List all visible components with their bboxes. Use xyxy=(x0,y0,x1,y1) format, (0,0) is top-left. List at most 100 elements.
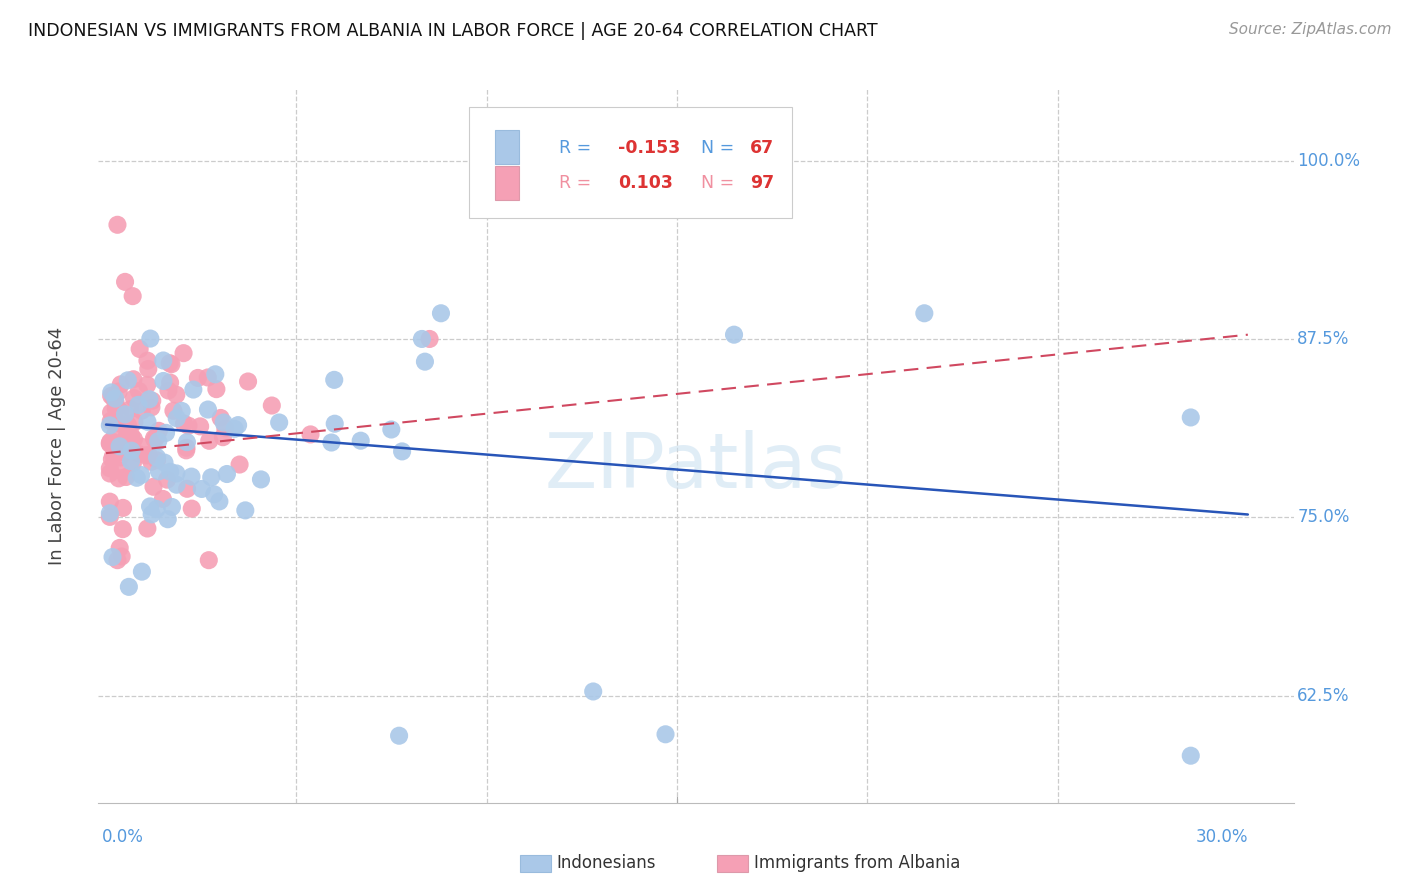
Point xyxy=(120,428,142,442)
Point xyxy=(122,391,145,405)
Text: 87.5%: 87.5% xyxy=(1298,330,1350,348)
Point xyxy=(108,439,131,453)
Point xyxy=(148,424,170,438)
Text: 62.5%: 62.5% xyxy=(1298,687,1350,705)
Point xyxy=(166,477,188,491)
Point xyxy=(321,435,343,450)
Point xyxy=(115,427,138,442)
Point xyxy=(111,549,134,564)
Point xyxy=(136,415,159,429)
Point xyxy=(145,502,167,516)
Point xyxy=(104,427,127,442)
Point xyxy=(350,434,373,448)
Point xyxy=(170,404,193,418)
Point xyxy=(111,522,134,536)
Point xyxy=(98,436,121,450)
Point xyxy=(101,549,124,564)
Point xyxy=(200,470,222,484)
Text: N =: N = xyxy=(690,175,740,193)
Point xyxy=(105,400,128,414)
Point xyxy=(120,442,142,457)
Point xyxy=(98,461,121,475)
Point xyxy=(100,389,122,403)
Point xyxy=(115,470,138,484)
Point xyxy=(1180,748,1202,763)
Text: INDONESIAN VS IMMIGRANTS FROM ALBANIA IN LABOR FORCE | AGE 20-64 CORRELATION CHA: INDONESIAN VS IMMIGRANTS FROM ALBANIA IN… xyxy=(28,22,877,40)
Point xyxy=(103,390,125,404)
Point xyxy=(236,375,259,389)
Point xyxy=(166,411,188,425)
Point xyxy=(141,393,163,408)
Text: ZIPatlas: ZIPatlas xyxy=(544,431,848,504)
Point xyxy=(226,418,249,433)
Point xyxy=(110,464,132,478)
Point xyxy=(117,434,139,449)
Point xyxy=(111,500,134,515)
Point xyxy=(323,373,346,387)
Point xyxy=(107,384,129,399)
Point xyxy=(174,443,197,458)
Point xyxy=(155,425,177,440)
Point xyxy=(224,422,246,436)
Point xyxy=(159,465,181,479)
Text: 0.103: 0.103 xyxy=(619,175,673,193)
Point xyxy=(104,392,127,406)
Point xyxy=(131,403,153,417)
Text: R =: R = xyxy=(558,139,596,157)
Point xyxy=(122,456,145,470)
Point xyxy=(142,480,165,494)
Point xyxy=(1180,410,1202,425)
Text: Immigrants from Albania: Immigrants from Albania xyxy=(754,855,960,872)
Point xyxy=(723,327,745,342)
Point xyxy=(98,509,121,524)
Point xyxy=(136,378,159,392)
Text: R =: R = xyxy=(558,175,602,193)
Point xyxy=(176,482,198,496)
Point xyxy=(156,512,179,526)
Point xyxy=(165,467,187,481)
Point xyxy=(104,401,127,416)
Point xyxy=(177,418,200,433)
Point xyxy=(141,401,163,415)
Point xyxy=(146,453,169,467)
Point xyxy=(205,382,228,396)
Point xyxy=(114,275,136,289)
Point xyxy=(912,306,935,320)
Point xyxy=(131,565,153,579)
Point xyxy=(159,376,181,390)
Point xyxy=(115,442,138,457)
Text: Source: ZipAtlas.com: Source: ZipAtlas.com xyxy=(1229,22,1392,37)
Text: 75.0%: 75.0% xyxy=(1298,508,1350,526)
Point xyxy=(152,491,174,506)
Point xyxy=(122,372,145,386)
Point xyxy=(215,467,238,481)
Point xyxy=(212,430,235,444)
Point xyxy=(104,395,127,409)
Point xyxy=(138,392,160,407)
Point xyxy=(208,494,231,508)
Point xyxy=(202,487,225,501)
Point xyxy=(413,354,436,368)
Point xyxy=(100,406,122,420)
Point xyxy=(110,405,132,419)
Point xyxy=(103,435,125,450)
Point xyxy=(124,415,146,429)
Point xyxy=(117,373,139,387)
Point xyxy=(209,411,232,425)
Point xyxy=(299,427,322,442)
Point xyxy=(197,402,219,417)
Point xyxy=(121,289,143,303)
Point xyxy=(103,448,125,462)
Text: 67: 67 xyxy=(749,139,773,157)
Point xyxy=(127,398,149,412)
FancyBboxPatch shape xyxy=(495,166,519,200)
Text: 100.0%: 100.0% xyxy=(1298,152,1361,169)
Point xyxy=(198,434,221,448)
Point xyxy=(157,384,180,398)
Point xyxy=(269,416,291,430)
Point xyxy=(156,473,179,487)
FancyBboxPatch shape xyxy=(495,130,519,164)
Point xyxy=(146,450,169,465)
Point xyxy=(188,419,211,434)
Point xyxy=(138,448,160,462)
